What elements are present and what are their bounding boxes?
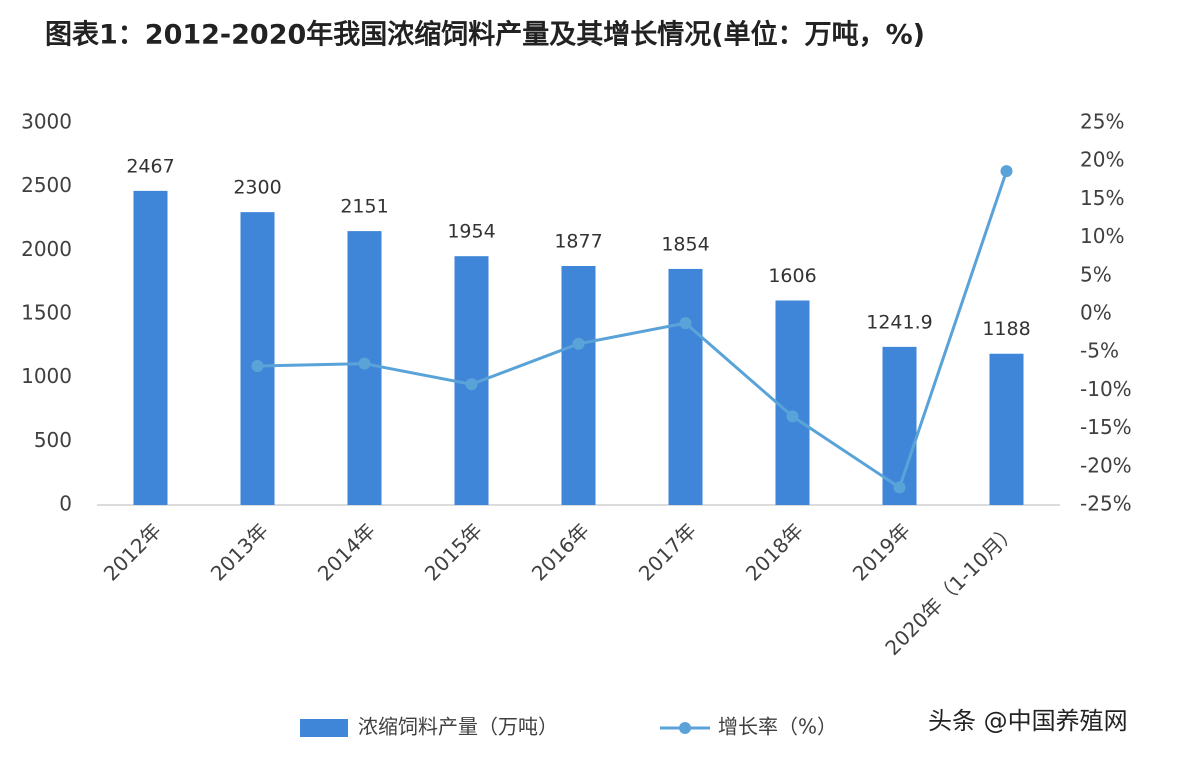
value-label: 1188 <box>982 318 1030 340</box>
watermark: 头条 @中国养殖网 <box>928 707 1128 735</box>
x-tick-label: 2019年 <box>848 518 915 585</box>
y2-tick-label: 15% <box>1080 186 1124 210</box>
value-label: 1854 <box>661 233 709 255</box>
bar <box>133 190 168 506</box>
line <box>257 170 1008 490</box>
y2-tick-label: -10% <box>1080 377 1132 401</box>
y2-tick-label: -20% <box>1080 453 1132 477</box>
y-tick-label: 500 <box>34 428 72 452</box>
value-label: 1877 <box>554 230 602 252</box>
line-point <box>572 337 585 350</box>
y2-tick-label: 10% <box>1080 224 1124 248</box>
bar <box>775 300 810 505</box>
y-tick-label: 0 <box>59 492 72 516</box>
line-point <box>1000 165 1013 178</box>
legend-label: 浓缩饲料产量（万吨） <box>358 715 558 739</box>
line-point <box>251 359 264 372</box>
value-label: 2467 <box>126 155 174 177</box>
line-point <box>358 357 371 370</box>
bar <box>561 265 596 505</box>
bar <box>240 212 275 505</box>
x-tick-label: 2013年 <box>206 518 273 585</box>
y-tick-label: 3000 <box>21 110 72 134</box>
legend-label: 增长率（%） <box>718 715 837 739</box>
value-label: 1241.9 <box>866 311 932 333</box>
value-label: 1954 <box>447 221 495 243</box>
line-point <box>679 317 692 330</box>
x-tick-label: 2015年 <box>420 518 487 585</box>
x-tick-label: 2018年 <box>741 518 808 585</box>
value-label: 2300 <box>233 177 281 199</box>
y2-tick-label: 25% <box>1080 110 1124 134</box>
y-tick-label: 2000 <box>21 237 72 261</box>
y2-tick-label: -25% <box>1080 492 1132 516</box>
value-label: 1606 <box>768 265 816 287</box>
y-tick-label: 1000 <box>21 364 72 388</box>
line-point <box>465 378 478 391</box>
chart-title: 图表1：2012-2020年我国浓缩饲料产量及其增长情况(单位：万吨，%) <box>45 19 925 51</box>
bar <box>989 353 1024 505</box>
line-point <box>786 410 799 423</box>
y2-tick-label: -5% <box>1080 339 1119 363</box>
legend-swatch <box>300 719 348 737</box>
y2-tick-label: 0% <box>1080 301 1112 325</box>
y-tick-label: 2500 <box>21 173 72 197</box>
bar <box>668 268 703 505</box>
line-point <box>893 481 906 494</box>
y-tick-label: 1500 <box>21 301 72 325</box>
x-tick-label: 2016年 <box>527 518 594 585</box>
x-tick-label: 2014年 <box>313 518 380 585</box>
x-tick-label: 2017年 <box>634 518 701 585</box>
y2-tick-label: 20% <box>1080 148 1124 172</box>
x-tick-label: 2012年 <box>99 518 166 585</box>
y2-tick-label: 5% <box>1080 262 1112 286</box>
legend-swatch <box>679 722 691 734</box>
value-label: 2151 <box>340 196 388 218</box>
y2-tick-label: -15% <box>1080 415 1132 439</box>
